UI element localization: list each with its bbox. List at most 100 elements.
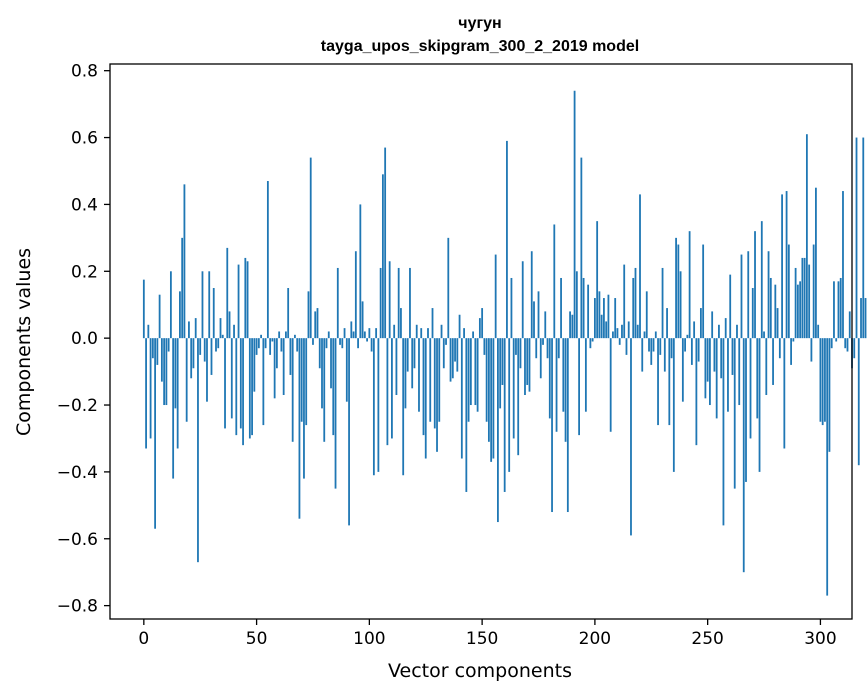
bar-component-51 [257,338,260,349]
bar-component-124 [422,338,425,436]
bar-component-61 [280,338,283,352]
bar-component-190 [571,314,574,339]
y-axis-label: Components values [13,248,35,436]
bar-component-308 [837,281,840,339]
bar-component-294 [805,134,808,339]
y-tick-label: 0.4 [71,195,98,215]
bar-component-134 [445,338,447,345]
bar-component-260 [729,274,732,339]
bar-component-245 [695,338,698,446]
bar-component-241 [686,334,689,339]
bar-component-54 [264,338,267,349]
bar-component-213 [623,264,626,339]
bar-component-268 [747,251,750,339]
bar-component-151 [483,338,486,355]
bar-component-163 [510,277,513,339]
bar-component-276 [765,338,768,395]
bar-component-249 [704,338,707,399]
bar-component-267 [745,338,747,482]
bar-component-272 [756,338,759,419]
x-tick-label: 0 [138,629,149,649]
bar-component-119 [411,338,414,389]
bar-component-129 [433,338,436,429]
bar-component-237 [677,244,680,339]
bar-component-291 [799,281,802,339]
bar-component-63 [285,331,287,339]
bar-component-88 [341,338,344,349]
bar-component-105 [379,267,382,339]
bar-component-70 [300,338,303,422]
bar-component-64 [287,288,290,339]
bar-component-155 [492,338,495,459]
bar-component-156 [494,254,497,339]
bar-component-154 [490,338,493,462]
bar-component-109 [388,261,391,339]
bar-component-282 [778,338,781,359]
bar-component-80 [323,338,326,442]
bar-component-252 [711,311,714,339]
bar-component-251 [709,338,711,406]
bar-component-110 [391,338,393,439]
bar-component-48 [251,338,253,436]
bar-component-261 [731,338,734,375]
bar-component-188 [566,338,569,513]
bar-component-6 [156,338,159,365]
bar-component-20 [188,321,190,339]
bar-component-263 [736,324,738,339]
bar-component-273 [758,338,761,472]
bar-component-15 [176,338,179,449]
bar-component-14 [174,338,177,409]
bar-component-228 [657,338,659,426]
bar-component-43 [239,338,242,429]
y-tick-label: 0.8 [71,62,98,82]
bar-component-52 [260,334,262,339]
x-tick-label: 250 [691,629,723,649]
bar-component-301 [821,338,824,426]
bar-component-169 [524,338,526,395]
bar-component-152 [485,338,488,422]
bar-component-197 [587,284,590,339]
bar-component-162 [508,338,511,472]
bar-component-96 [359,204,362,339]
bar-component-161 [506,140,508,339]
bar-component-229 [659,338,662,355]
bar-component-116 [404,338,407,409]
bar-component-13 [172,338,175,479]
bar-component-269 [749,338,752,439]
bar-component-206 [607,294,610,339]
bar-component-49 [253,338,256,392]
bar-component-178 [544,311,547,339]
bar-component-293 [803,257,806,339]
bar-component-286 [787,244,790,339]
bar-component-292 [801,257,804,339]
bar-component-112 [395,338,398,395]
bar-component-215 [627,321,630,339]
bar-component-1 [145,338,147,449]
y-tick-label: −0.6 [57,530,98,550]
bar-component-23 [194,318,197,339]
bar-component-193 [578,338,580,436]
bar-component-118 [409,267,411,339]
bar-component-89 [343,328,346,339]
bar-component-10 [165,338,168,406]
bar-component-35 [221,334,224,339]
bar-component-208 [612,331,614,339]
bar-component-40 [233,324,235,339]
bar-component-101 [370,338,373,352]
bar-component-230 [661,267,664,339]
bar-component-47 [248,338,251,439]
bar-component-71 [303,338,305,479]
bar-component-231 [663,338,666,372]
bar-component-262 [733,338,736,489]
bar-component-95 [357,338,359,349]
bar-component-138 [454,338,456,362]
bar-component-139 [456,338,459,372]
bar-component-303 [826,338,829,596]
y-tick-label: −0.2 [57,396,98,416]
bar-component-53 [262,338,265,426]
bar-component-305 [830,338,833,349]
bar-component-125 [424,338,427,459]
bar-component-36 [224,338,226,429]
bar-component-132 [440,324,443,339]
bar-component-136 [449,338,452,382]
